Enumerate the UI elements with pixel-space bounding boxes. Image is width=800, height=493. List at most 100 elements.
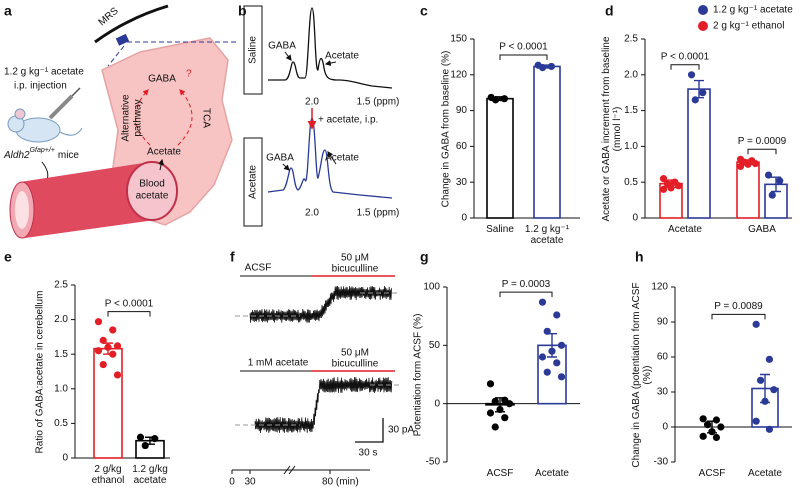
time-axis [231, 469, 370, 474]
data-point [99, 336, 107, 344]
spectrum [267, 117, 393, 199]
y-tick-label: 1.5 [54, 349, 68, 360]
data-point [538, 298, 547, 306]
error-bar [694, 79, 704, 99]
data-point [136, 433, 145, 441]
data-point [553, 359, 561, 367]
y-tick-label: 2.0 [54, 314, 68, 325]
current-trace [249, 285, 392, 323]
x-tick-label: Acetate [748, 468, 782, 479]
data-point [557, 341, 566, 349]
y-axis-label: Change in GABA (potentiation form ACSF (… [630, 281, 653, 468]
data-point [500, 95, 509, 103]
y-tick-label: 30 [456, 177, 468, 188]
y-tick-label: 60 [456, 141, 468, 152]
x-tick-label: 1.2 g kg⁻¹ acetate [524, 224, 570, 247]
data-point [113, 371, 122, 379]
pathway-arrow [135, 89, 151, 146]
axis-break [283, 465, 296, 475]
data-point [752, 320, 760, 328]
data-point [770, 386, 778, 394]
data-point [659, 175, 668, 183]
panel-label: d [605, 3, 614, 19]
vessel-end [126, 161, 178, 221]
bar [736, 161, 760, 219]
ppm-tick: 2.0 [305, 208, 319, 219]
data-point [717, 423, 725, 431]
drug-label: bicuculline [332, 264, 379, 275]
data-point [141, 441, 149, 450]
error-bar [771, 176, 781, 193]
error-bar [542, 64, 552, 69]
peak-label: GABA [266, 153, 294, 164]
scale-label: 30 pA [388, 425, 414, 436]
data-point [699, 415, 707, 423]
panel-label: f [230, 249, 235, 265]
legend-marker [698, 21, 708, 31]
error-bar [495, 96, 505, 102]
data-point [547, 62, 556, 71]
data-point [736, 162, 745, 171]
vessel-lumen [15, 191, 29, 229]
panel-label: c [420, 3, 428, 19]
condition-box [243, 5, 263, 95]
data-point [486, 409, 495, 417]
data-point [486, 380, 495, 388]
error-bar [707, 420, 717, 434]
y-tick-label: 0 [662, 422, 668, 433]
error-bar [103, 342, 113, 355]
panel-label: b [238, 3, 247, 19]
data-point [756, 376, 765, 384]
arrow [282, 163, 290, 171]
drug-label: bicuculline [332, 359, 379, 370]
arrow [327, 151, 337, 165]
bar [533, 65, 561, 219]
x-tick-label: 1.2 g/kg acetate [132, 464, 168, 487]
legend-marker [698, 5, 708, 15]
y-tick-label: 0.5 [54, 418, 68, 429]
data-point [712, 416, 721, 424]
scale-label: 30 s [359, 448, 378, 459]
error-bar [145, 436, 155, 445]
gaba-label: GABA [148, 74, 176, 85]
x-tick-label: ACSF [698, 468, 726, 479]
mouse-suffix: mice [58, 150, 80, 161]
x-tick-label: Acetate [668, 224, 702, 235]
panel-label: g [420, 249, 429, 265]
data-point [491, 423, 499, 431]
tca-label: TCA [200, 108, 211, 128]
mrs-coil [94, 4, 169, 44]
data-point [94, 318, 103, 326]
y-tick-label: 120 [651, 282, 668, 293]
y-tick-label: 0 [461, 213, 467, 224]
y-tick-label: 1.0 [54, 383, 68, 394]
data-point [151, 435, 159, 443]
peak-label: Acetate [325, 51, 359, 62]
data-point [752, 417, 760, 425]
p-value: P = 0.0089 [714, 301, 763, 312]
data-point [765, 355, 774, 363]
arrow [158, 158, 165, 171]
data-point [659, 185, 668, 193]
mouse-ear [14, 108, 26, 120]
data-point [765, 425, 774, 433]
x-tick-label: Saline [486, 224, 514, 235]
route-label: i.p. injection [14, 81, 67, 92]
data-point [699, 89, 707, 97]
vessel [20, 162, 155, 238]
y-axis-label: Ratio of GABA:acetate in cerebellum [34, 290, 46, 453]
pathway-label: pathway [133, 99, 144, 136]
panel-label: h [635, 249, 644, 265]
time-tick: 30 [244, 477, 256, 488]
y-tick-label: 0.5 [624, 177, 638, 188]
data-point [501, 414, 509, 422]
panel-label: e [4, 249, 12, 265]
data-point [113, 342, 122, 350]
significance-bracket [107, 311, 151, 317]
y-tick-label: 100 [423, 282, 440, 293]
x-tick-label: Acetate [535, 468, 569, 479]
p-value: P = 0.0009 [738, 136, 787, 147]
blood-label: Blood [139, 179, 165, 190]
p-value: P < 0.0001 [105, 298, 154, 309]
